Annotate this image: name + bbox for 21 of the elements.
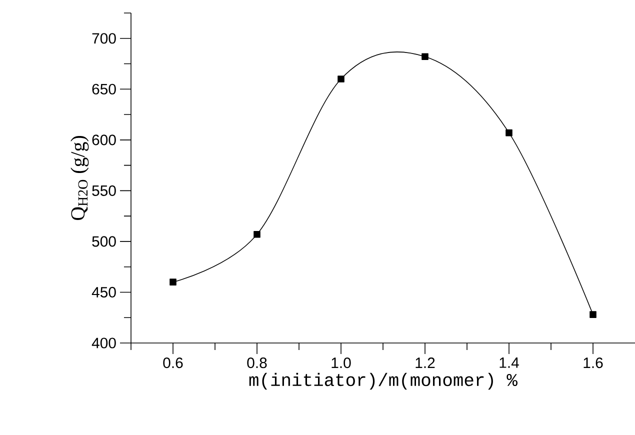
y-tick-label: 650 <box>92 84 116 94</box>
x-axis-title: m(initiator)/m(monomer) % <box>249 372 518 390</box>
x-tick-label: 1.6 <box>584 358 603 368</box>
x-tick-label: 1.4 <box>500 358 519 368</box>
y-tick-label: 400 <box>92 338 116 348</box>
y-axis-title: Q$_{H2O}$ (g/g) <box>70 136 89 220</box>
point <box>590 311 596 318</box>
y-tick-label: 450 <box>92 286 116 298</box>
y-tick-label: 600 <box>92 134 116 146</box>
point <box>170 278 176 286</box>
y-tick-label: 550 <box>92 185 116 196</box>
x-tick-label: 0.8 <box>247 358 267 368</box>
x-tick-label: 0.6 <box>163 358 183 368</box>
x-tick-label: 1.2 <box>416 358 435 368</box>
y-tick-label: 500 <box>92 236 116 247</box>
point <box>338 76 344 82</box>
y-tick-label: 700 <box>92 33 116 44</box>
x-tick-label: 1.0 <box>332 358 351 368</box>
point <box>422 53 428 60</box>
point <box>254 230 260 238</box>
point <box>506 129 512 136</box>
